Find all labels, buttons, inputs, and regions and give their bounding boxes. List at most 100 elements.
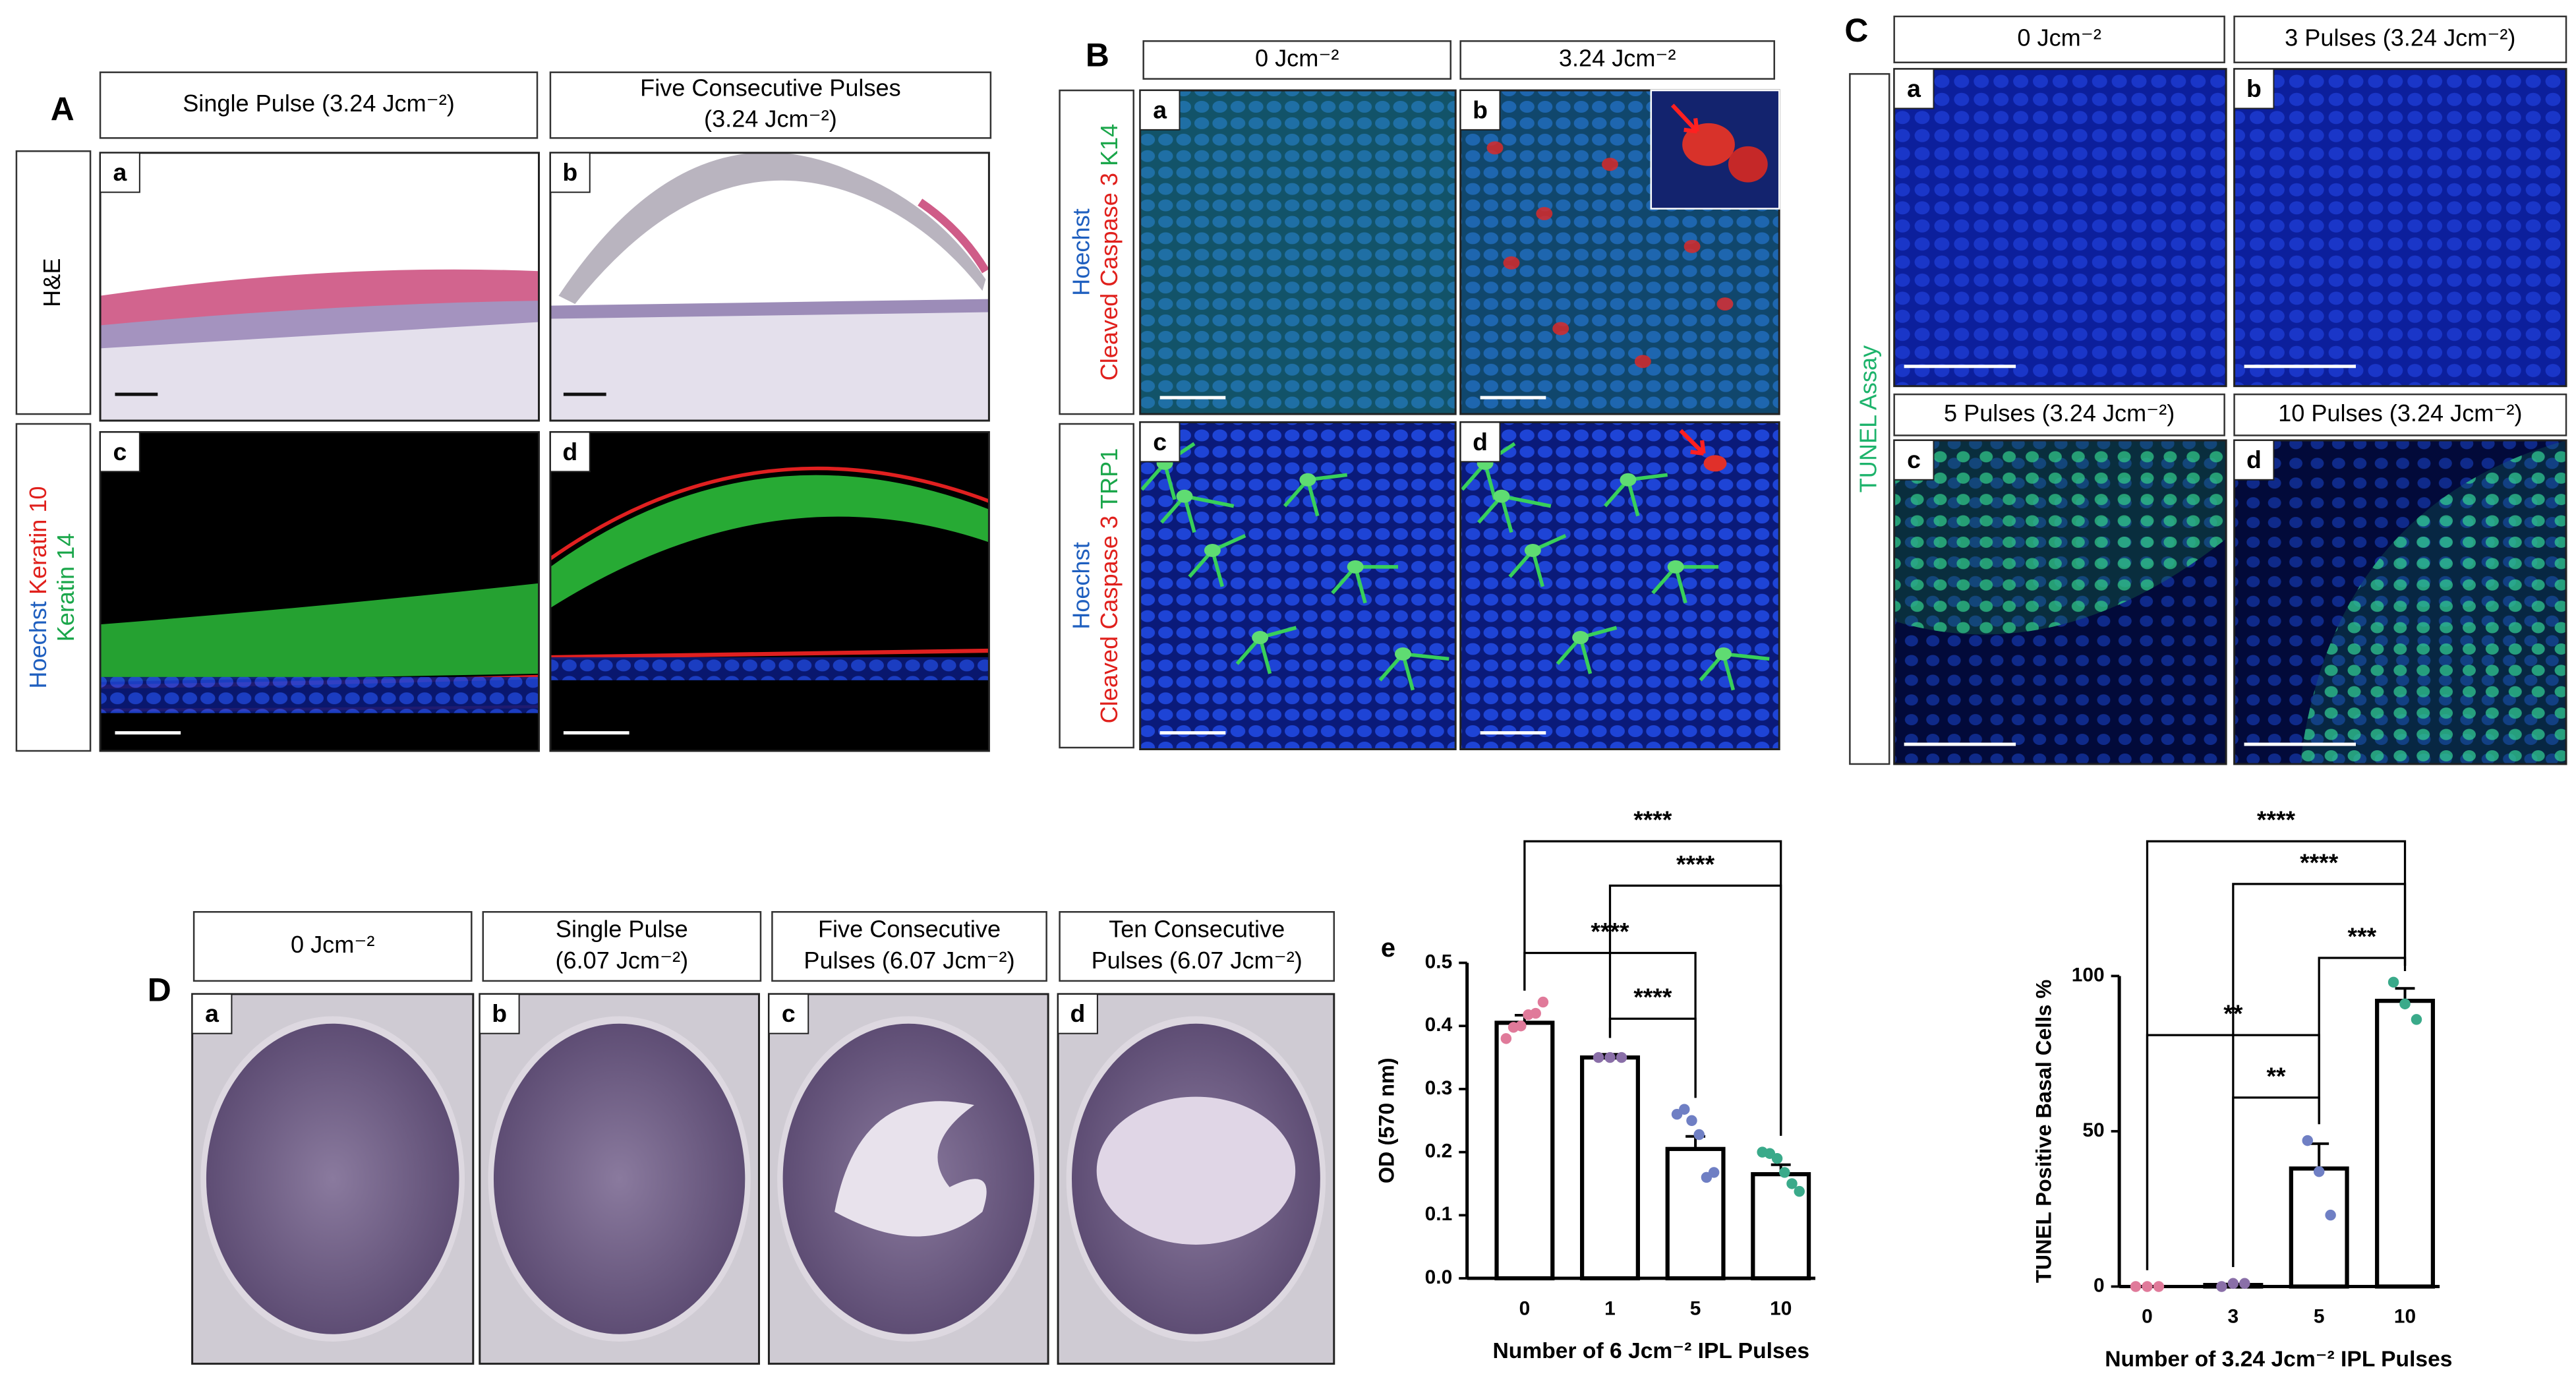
x-tick-label: 0: [2142, 1306, 2153, 1328]
data-point: [2153, 1281, 2165, 1292]
subpanel-letter: c: [782, 999, 796, 1027]
subpanel-letter: b: [1473, 96, 1488, 123]
image-frame: [191, 993, 475, 1365]
significance-label: ****: [1633, 983, 1672, 1011]
column-header: 3 Pulses (3.24 Jcm⁻²): [2285, 24, 2515, 51]
data-point: [2142, 1281, 2153, 1292]
subpanel-letter-box: [1139, 421, 1181, 463]
chart-label: e: [1381, 934, 1395, 963]
subpanel-letter-box: [2233, 439, 2275, 481]
subpanel-letter-box: [2233, 68, 2275, 109]
keratin14-layer: [550, 475, 989, 608]
label-box: [99, 71, 539, 139]
row-label: TUNEL Assay: [1854, 345, 1881, 493]
k14-signal: [1140, 90, 1456, 415]
micrograph: [1894, 69, 2227, 386]
data-point: [1686, 1115, 1697, 1126]
bar: [1580, 1055, 1640, 1281]
subpanel-letter-box: [1139, 90, 1181, 131]
row-label-part: Cleaved Caspase 3: [1095, 173, 1122, 380]
data-point: [1786, 1178, 1798, 1189]
bar: [2375, 999, 2436, 1289]
data-point: [2239, 1278, 2250, 1289]
subpanel-letter-box: [549, 152, 591, 193]
label-box: [15, 150, 92, 415]
micrograph: [1140, 90, 1456, 415]
caspase-positive-cell: [1683, 239, 1701, 253]
label-box: [2233, 15, 2567, 63]
unstained-area: [834, 1101, 987, 1237]
inset-cell: [1728, 146, 1768, 183]
label-box: [2233, 393, 2567, 436]
significance-label: ****: [2300, 848, 2339, 876]
column-header: 3.24 Jcm⁻²: [1559, 45, 1676, 72]
label-box: [771, 910, 1047, 982]
data-point: [2387, 976, 2399, 988]
row-label-part: Keratin 14: [52, 533, 79, 642]
tissue-epithelium: [550, 299, 989, 319]
data-point: [1708, 1167, 1720, 1178]
y-tick-label: 0.1: [1425, 1203, 1453, 1225]
subpanel-letter-box: [1893, 68, 1935, 109]
image-frame: [99, 430, 540, 752]
y-axis-label: TUNEL Positive Basal Cells %: [2032, 980, 2056, 1283]
melanocyte-body: [1715, 647, 1732, 661]
caspase-positive-cell: [1602, 158, 1618, 171]
image-frame: [1459, 89, 1780, 415]
label-box: [192, 910, 473, 982]
y-tick-label: 100: [2072, 964, 2105, 986]
significance-label: **: [2266, 1062, 2286, 1090]
significance-bracket: [1608, 884, 1782, 1136]
tissue-stroma: [550, 302, 989, 421]
subpanel-letter: c: [1153, 428, 1167, 456]
data-point: [2325, 1209, 2336, 1221]
label-box: [1849, 73, 1890, 765]
nuclei: [550, 657, 989, 680]
y-tick-label: 0.5: [1425, 951, 1453, 972]
image-frame: [479, 993, 760, 1365]
x-tick-label: 10: [2394, 1306, 2416, 1328]
caspase-positive-cell: [1716, 297, 1734, 311]
nuclei: [100, 676, 539, 713]
x-tick-label: 1: [1604, 1297, 1616, 1319]
column-header: Single Pulse: [556, 915, 688, 942]
subpanel-letter-box: [1057, 993, 1098, 1034]
melanocyte-body: [1204, 543, 1221, 557]
y-tick-label: 50: [2082, 1119, 2104, 1141]
keratin14-layer: [100, 583, 539, 682]
data-point: [1530, 1007, 1541, 1019]
image-frame: [2233, 439, 2567, 765]
subpanel-letter: d: [1070, 999, 1086, 1027]
data-point: [2227, 1278, 2239, 1289]
stained-tissue: [493, 1023, 746, 1334]
image-frame: [1139, 89, 1457, 415]
subpanel-letter: d: [1473, 428, 1488, 456]
subpanel-letter: c: [1907, 446, 1921, 473]
panel-label: A: [51, 91, 74, 128]
tunel-glow: [1894, 440, 2227, 635]
column-header: Ten Consecutive: [1109, 915, 1285, 942]
melanocyte-body: [1347, 560, 1364, 574]
subpanel-letter: b: [562, 158, 577, 186]
stained-tissue: [206, 1023, 459, 1334]
x-tick-label: 3: [2228, 1306, 2239, 1328]
melanocyte-body: [1395, 647, 1411, 661]
row-label: Hoechst: [1067, 542, 1094, 630]
label-box: [1059, 910, 1335, 982]
label-box: [1893, 15, 2225, 63]
x-tick-label: 10: [1770, 1297, 1792, 1319]
row-label: Cleaved Caspase 3 K14: [1095, 124, 1122, 381]
column-header: (3.24 Jcm⁻²): [704, 105, 837, 133]
row-label-part: H&E: [38, 258, 65, 307]
arrow: [1670, 104, 1699, 134]
subpanel-letter-box: [100, 152, 140, 193]
label-box: [1893, 393, 2225, 436]
significance-bracket: [2232, 1096, 2320, 1267]
data-point: [2411, 1014, 2422, 1025]
column-header: 0 Jcm⁻²: [291, 931, 374, 958]
significance-label: ****: [1676, 850, 1715, 877]
row-label-part: Keratin 10: [24, 486, 51, 595]
subpanel-letter-box: [1893, 439, 1935, 481]
